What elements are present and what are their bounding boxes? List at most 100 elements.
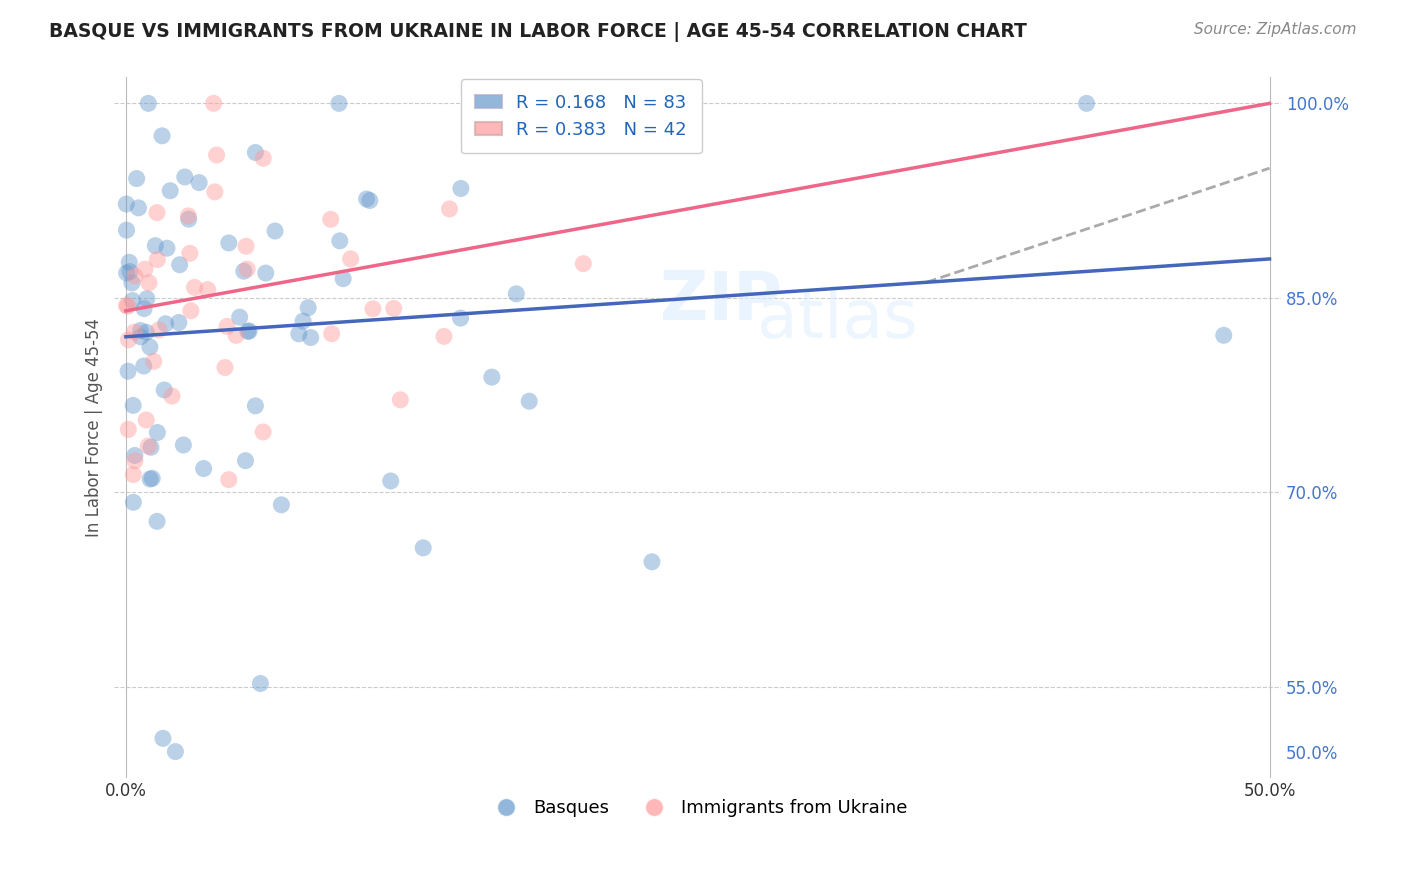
Point [146,514,169,528]
Legend: Basques, Immigrants from Ukraine: Basques, Immigrants from Ukraine [481,792,915,824]
Point [117,364,139,378]
Point [180,303,202,318]
Point [165,745,187,759]
Point [641,555,664,569]
Point [1212,328,1234,343]
Point [214,360,236,375]
Point [136,439,159,453]
Point [122,495,145,509]
Point [169,258,191,272]
Text: Source: ZipAtlas.com: Source: ZipAtlas.com [1194,22,1357,37]
Point [125,171,148,186]
Point [117,299,139,313]
Point [129,330,152,344]
Point [380,474,402,488]
Point [329,234,352,248]
Point [389,392,412,407]
Point [124,325,146,339]
Point [138,276,160,290]
Point [523,114,546,128]
Point [115,197,138,211]
Point [139,340,162,354]
Point [160,389,183,403]
Point [134,262,156,277]
Point [1076,96,1098,111]
Point [143,238,166,252]
Point [236,262,259,277]
Point [156,241,179,255]
Point [146,425,169,440]
Point [124,269,146,284]
Point [179,246,201,260]
Point [321,326,343,341]
Point [193,461,215,475]
Point [115,223,138,237]
Point [177,209,200,223]
Point [135,326,157,340]
Text: ZIP: ZIP [659,268,782,334]
Point [135,292,157,306]
Point [270,498,292,512]
Point [188,176,211,190]
Point [232,264,254,278]
Point [439,202,461,216]
Point [138,96,160,111]
Point [117,333,139,347]
Point [132,301,155,316]
Point [517,394,540,409]
Point [292,314,315,328]
Point [339,252,361,266]
Point [146,205,169,219]
Point [118,264,141,278]
Point [159,184,181,198]
Point [117,422,139,436]
Point [115,298,138,312]
Point [228,310,250,325]
Point [173,169,195,184]
Point [319,212,342,227]
Point [235,453,257,467]
Point [245,145,267,160]
Point [148,323,170,337]
Point [254,266,277,280]
Point [167,316,190,330]
Point [127,201,149,215]
Point [152,731,174,746]
Point [135,413,157,427]
Text: BASQUE VS IMMIGRANTS FROM UKRAINE IN LABOR FORCE | AGE 45-54 CORRELATION CHART: BASQUE VS IMMIGRANTS FROM UKRAINE IN LAB… [49,22,1028,42]
Point [202,96,225,111]
Point [121,276,143,290]
Point [245,399,267,413]
Point [356,192,378,206]
Point [288,326,311,341]
Point [412,541,434,555]
Point [121,293,143,308]
Point [328,96,350,111]
Point [225,328,247,343]
Point [118,255,141,269]
Point [139,440,162,454]
Point [299,330,322,344]
Point [139,472,162,486]
Point [481,370,503,384]
Point [141,471,163,485]
Point [572,257,595,271]
Point [252,151,274,165]
Point [122,467,145,482]
Point [197,283,219,297]
Point [361,301,384,316]
Point [433,329,456,343]
Point [177,212,200,227]
Point [153,383,176,397]
Point [122,398,145,412]
Point [505,286,527,301]
Point [218,235,240,250]
Point [236,325,259,339]
Point [249,676,271,690]
Point [115,266,138,280]
Y-axis label: In Labor Force | Age 45-54: In Labor Force | Age 45-54 [86,318,103,537]
Point [218,473,240,487]
Point [150,128,173,143]
Point [146,252,169,267]
Point [264,224,287,238]
